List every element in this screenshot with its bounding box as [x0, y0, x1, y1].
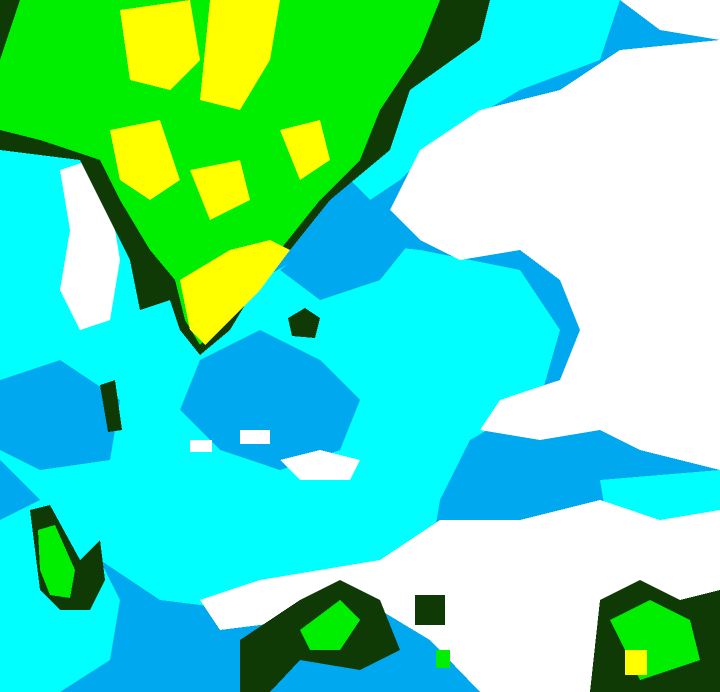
green-region-bottom	[300, 600, 360, 650]
blue-patch-center	[180, 330, 360, 470]
white-region-top-right	[620, 0, 720, 40]
yellow-patch-bottom-right	[625, 650, 647, 675]
dark-green-patch-bottom	[415, 595, 445, 625]
white-patch-small-2	[190, 440, 212, 452]
white-strip-lower	[200, 560, 380, 630]
white-patch-small	[240, 430, 270, 444]
green-region-lower-left	[38, 525, 75, 598]
yellow-patch-2	[200, 0, 280, 110]
blue-patch-diagonal	[280, 210, 420, 300]
dark-green-patch-left	[100, 380, 122, 432]
yellow-patch-4	[190, 160, 250, 220]
yellow-patch-1	[120, 0, 200, 90]
white-region-right	[390, 40, 720, 470]
dark-green-patch-center	[288, 308, 320, 338]
yellow-patch-5	[180, 240, 290, 345]
white-patch-mid	[280, 450, 360, 480]
green-patch-bottom	[436, 650, 450, 668]
yellow-patch-3	[110, 120, 180, 200]
yellow-patch-6	[280, 120, 330, 180]
blue-patch-left	[0, 360, 120, 470]
